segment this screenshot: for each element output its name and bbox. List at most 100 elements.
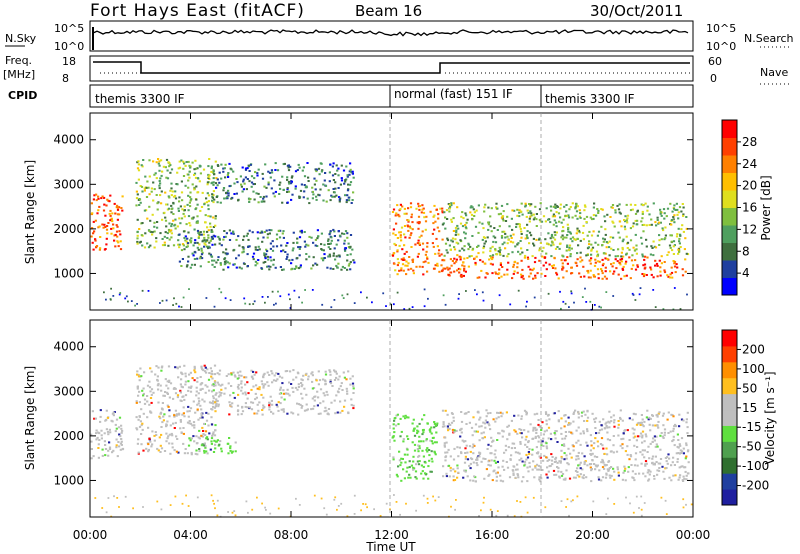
power-point [335, 164, 338, 167]
velocity-point [603, 467, 606, 470]
velocity-point [489, 464, 492, 467]
power-point [594, 258, 597, 261]
power-point [503, 241, 506, 244]
velocity-point [564, 431, 567, 433]
power-point [554, 247, 558, 250]
velocity-point [548, 418, 551, 421]
velocity-colorbar-label: Velocity [m s⁻¹] [763, 371, 777, 464]
velocity-point [425, 438, 428, 441]
velocity-point [495, 479, 498, 482]
power-point [614, 258, 617, 261]
velocity-point [647, 445, 650, 448]
velocity-point [218, 373, 221, 376]
velocity-point [241, 405, 244, 408]
power-point [225, 248, 228, 251]
power-point [348, 262, 351, 265]
velocity-point [487, 460, 490, 463]
power-point [160, 174, 163, 177]
velocity-point [526, 480, 529, 483]
velocity-point [315, 379, 318, 382]
power-point [532, 237, 535, 240]
power-point [327, 189, 330, 192]
velocity-point [678, 466, 681, 469]
velocity-point [324, 383, 327, 386]
power-point [673, 260, 677, 263]
power-point [476, 293, 478, 296]
power-point [652, 254, 655, 257]
power-point [323, 243, 326, 246]
power-point [618, 211, 621, 214]
power-point [679, 234, 682, 237]
power-point [598, 305, 601, 308]
power-point [569, 232, 572, 235]
power-point [305, 243, 308, 246]
velocity-point [622, 471, 625, 474]
power-point [670, 219, 673, 221]
power-point [622, 255, 625, 258]
velocity-point [601, 476, 605, 479]
power-point [211, 181, 214, 184]
velocity-point [215, 398, 218, 401]
velocity-point [630, 464, 633, 466]
velocity-point [175, 435, 178, 438]
power-point [529, 215, 532, 218]
power-point [344, 230, 348, 233]
power-point [324, 172, 327, 174]
power-point [561, 238, 565, 241]
power-point [450, 202, 453, 205]
power-point [451, 240, 454, 243]
velocity-point [316, 390, 319, 393]
power-point [199, 231, 202, 234]
velocity-point [485, 468, 488, 471]
power-point [554, 234, 557, 236]
power-point [455, 258, 458, 261]
velocity-point [600, 424, 603, 427]
colorbar-block [722, 172, 737, 191]
velocity-point [147, 426, 150, 429]
velocity-point [598, 429, 602, 432]
velocity-point [556, 461, 559, 464]
power-point [583, 275, 586, 278]
velocity-point [428, 454, 431, 457]
velocity-point [187, 415, 190, 418]
velocity-point [105, 511, 108, 514]
velocity-point [463, 469, 466, 472]
power-point [654, 306, 657, 308]
power-point [136, 193, 139, 196]
power-point [219, 262, 222, 265]
power-point [317, 235, 320, 238]
velocity-point [616, 468, 619, 471]
power-point [190, 198, 193, 201]
power-point [240, 267, 243, 270]
power-point [188, 164, 191, 167]
power-point [187, 215, 191, 218]
power-point [201, 240, 204, 243]
velocity-point [656, 445, 659, 448]
velocity-point [460, 431, 463, 434]
power-point [182, 296, 185, 299]
power-point [676, 208, 679, 211]
velocity-point [182, 412, 185, 415]
velocity-point [258, 386, 261, 389]
power-point [159, 177, 162, 180]
power-point [190, 263, 194, 266]
velocity-point [303, 387, 306, 390]
power-point [620, 251, 623, 254]
power-point [576, 252, 579, 255]
power-point [517, 223, 520, 225]
velocity-point [212, 395, 215, 398]
power-point [251, 231, 254, 234]
power-point [679, 233, 682, 236]
power-point [337, 174, 340, 177]
velocity-point [487, 422, 490, 425]
velocity-point [150, 393, 153, 396]
power-point [196, 203, 199, 206]
velocity-point [203, 364, 206, 367]
power-point [167, 207, 171, 210]
power-point [497, 213, 500, 216]
power-point [577, 244, 580, 247]
power-point [586, 234, 589, 237]
power-point [422, 273, 425, 276]
velocity-point [545, 456, 548, 459]
